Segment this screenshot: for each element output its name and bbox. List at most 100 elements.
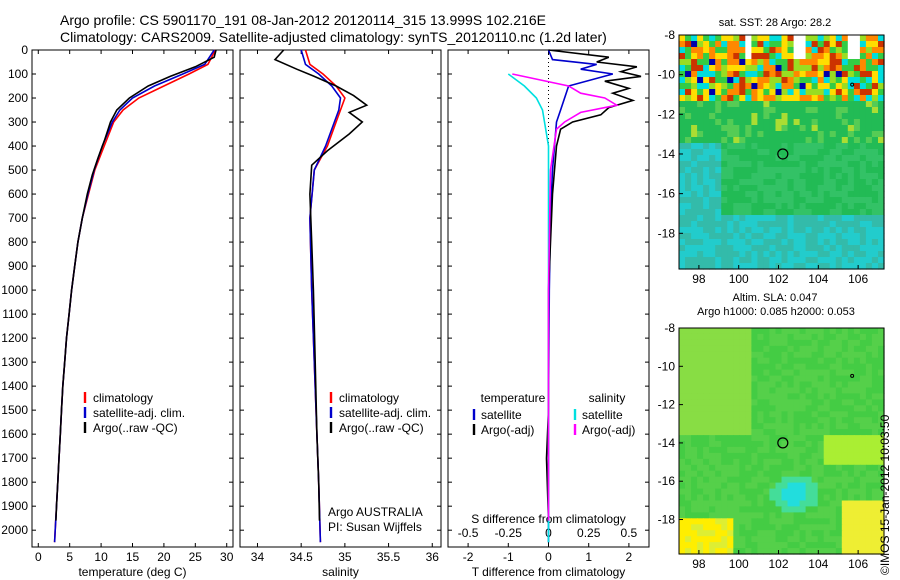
map-cell: [865, 363, 873, 371]
map-cell: [727, 542, 734, 549]
map-cell: [715, 512, 722, 519]
map-cell: [703, 251, 710, 258]
map-cell: [781, 53, 789, 60]
map-cell: [757, 345, 764, 353]
map-cell: [823, 464, 831, 472]
map-cell: [691, 458, 698, 466]
map-cell: [703, 137, 710, 144]
map-cell: [733, 155, 740, 162]
map-cell: [727, 47, 734, 54]
map-cell: [805, 77, 813, 84]
map-cell: [811, 435, 819, 442]
map-cell: [853, 363, 861, 371]
map-cell: [739, 393, 746, 400]
map-cell: [811, 119, 819, 126]
map-cell: [865, 500, 873, 507]
map-cell: [763, 345, 770, 353]
map-cell: [799, 71, 807, 78]
map-cell: [781, 185, 789, 192]
map-cell: [709, 107, 716, 114]
map-cell: [811, 369, 819, 377]
map-cell: [823, 149, 831, 156]
map-cell: [811, 257, 819, 264]
map-cell: [823, 71, 831, 78]
map-cell: [865, 357, 873, 365]
map-cell: [775, 464, 783, 472]
map-cell: [751, 363, 758, 371]
map-cell: [799, 263, 807, 270]
map-cell: [757, 506, 764, 513]
map-cell: [757, 512, 764, 519]
map-cell: [697, 464, 704, 472]
map-cell: [811, 464, 819, 472]
map-cell: [847, 339, 855, 347]
map-cell: [859, 530, 867, 537]
map-cell: [709, 131, 716, 138]
map-cell: [721, 227, 728, 234]
map-cell: [871, 536, 879, 543]
map-cell: [775, 524, 783, 531]
map-cell: [841, 221, 849, 228]
map-cell: [697, 137, 704, 144]
map-cell: [703, 215, 710, 222]
map-cell: [715, 328, 722, 335]
map-cell: [703, 125, 710, 132]
map-cell: [787, 417, 795, 424]
depth-tick-label: 2000: [1, 523, 28, 537]
map-cell: [829, 209, 837, 216]
map-cell: [745, 345, 752, 353]
map-cell: [829, 149, 837, 156]
map-cell: [703, 351, 710, 359]
map-cell: [805, 257, 813, 264]
map-cell: [878, 518, 885, 525]
map-cell: [745, 405, 752, 412]
map-cell: [751, 441, 758, 448]
map-cell: [745, 41, 752, 48]
map-cell: [799, 405, 807, 412]
map-cell: [835, 257, 843, 264]
map-cell: [679, 257, 686, 264]
map-cell: [805, 95, 813, 102]
map-cell: [757, 71, 764, 78]
map-cell: [721, 209, 728, 216]
map-cell: [799, 101, 807, 108]
map-cell: [853, 518, 861, 525]
map-cell: [697, 209, 704, 216]
depth-tick-label: 1500: [1, 403, 28, 417]
map-cell: [805, 215, 813, 222]
map-cell: [805, 191, 813, 198]
map-cell: [733, 542, 740, 549]
map-cell: [823, 429, 831, 436]
map-cell: [691, 179, 698, 186]
map-cell: [853, 375, 861, 383]
map-cell: [853, 446, 861, 454]
map-cell: [745, 59, 752, 66]
map-cell: [715, 179, 722, 186]
map-cell: [835, 89, 843, 96]
map-cell: [781, 257, 789, 264]
map-cell: [878, 89, 885, 96]
map-cell: [775, 357, 783, 365]
map-cell: [751, 155, 758, 162]
map-cell: [835, 215, 843, 222]
map-cell: [733, 464, 740, 472]
map-cell: [853, 423, 861, 430]
map-cell: [697, 77, 704, 84]
map-cell: [715, 411, 722, 418]
x-tick-label: 36: [426, 550, 440, 564]
map-cell: [769, 500, 776, 507]
map-cell: [685, 53, 692, 60]
map-cell: [805, 209, 813, 216]
map-cell: [799, 227, 807, 234]
map-cell: [817, 328, 825, 335]
map-cell: [691, 536, 698, 543]
map-cell: [739, 47, 746, 54]
map-cell: [811, 47, 819, 54]
map-cell: [871, 363, 879, 371]
map-cell: [865, 203, 873, 210]
map-cell: [823, 119, 831, 126]
map-cell: [763, 47, 770, 54]
map-cell: [709, 143, 716, 150]
map-cell: [703, 233, 710, 240]
map-cell: [823, 446, 831, 454]
